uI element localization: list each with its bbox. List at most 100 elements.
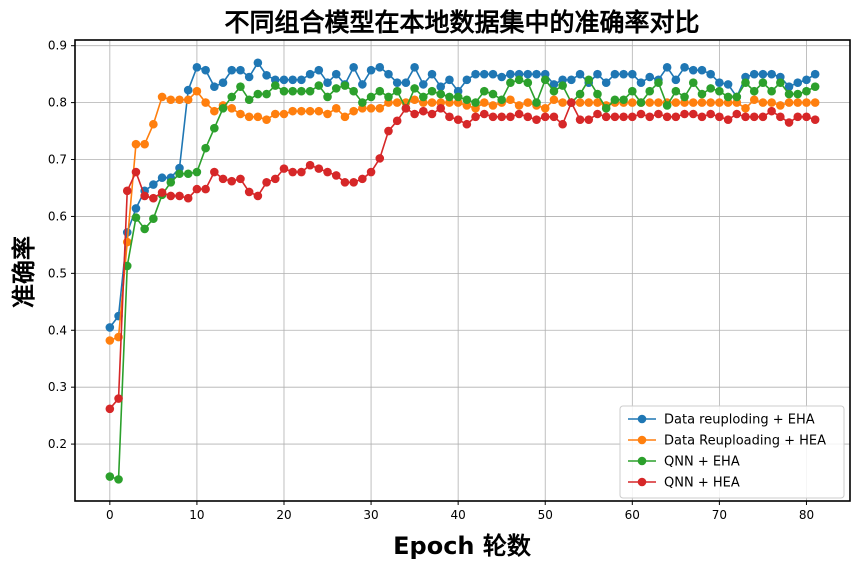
data-point <box>784 89 794 99</box>
x-tick-label: 70 <box>712 508 727 522</box>
x-tick-label: 50 <box>538 508 553 522</box>
legend-label: QNN + HEA <box>664 476 740 491</box>
data-point <box>584 98 594 107</box>
data-point <box>183 193 193 203</box>
data-point <box>262 177 271 187</box>
data-point <box>392 116 402 126</box>
data-point <box>253 89 263 99</box>
data-point <box>366 167 376 177</box>
legend-item: Data Reuploading + HEA <box>628 434 826 449</box>
data-point <box>331 171 341 180</box>
data-point <box>166 95 176 105</box>
data-point <box>314 81 324 90</box>
data-point <box>636 78 646 87</box>
data-point <box>514 101 524 110</box>
data-point <box>671 75 681 85</box>
legend-marker <box>637 435 647 445</box>
data-point <box>201 98 210 107</box>
data-point <box>488 101 498 110</box>
data-point <box>723 115 733 124</box>
data-point <box>802 98 811 107</box>
data-point <box>497 95 506 105</box>
legend-marker <box>637 477 647 487</box>
data-point <box>401 78 411 87</box>
data-point <box>358 80 367 89</box>
data-point <box>506 112 515 122</box>
data-point <box>575 115 585 124</box>
legend-item: QNN + HEA <box>628 476 740 491</box>
data-point <box>236 109 245 119</box>
data-point <box>210 106 219 116</box>
data-point <box>392 78 402 87</box>
data-point <box>297 167 306 177</box>
data-point <box>697 98 707 107</box>
data-point <box>236 174 245 184</box>
data-point <box>210 82 219 91</box>
data-point <box>349 177 358 187</box>
y-tick-label: 0.2 <box>48 437 67 451</box>
data-point <box>567 98 576 107</box>
data-point <box>540 104 550 113</box>
data-point <box>645 72 655 82</box>
data-point <box>453 92 463 102</box>
data-point <box>628 98 637 107</box>
data-point <box>776 112 785 122</box>
data-point <box>114 475 123 484</box>
data-point <box>140 139 149 149</box>
data-point <box>297 86 306 96</box>
data-point <box>419 92 428 102</box>
data-point <box>305 69 315 79</box>
data-point <box>654 109 663 119</box>
data-point <box>323 167 332 177</box>
data-point <box>749 69 759 79</box>
data-point <box>227 104 237 113</box>
legend-item: Data reuploding + EHA <box>628 413 815 428</box>
data-point <box>462 119 472 129</box>
data-point <box>236 82 245 91</box>
series-4 <box>105 98 820 414</box>
data-point <box>697 65 707 75</box>
data-point <box>105 472 115 481</box>
data-point <box>236 65 245 75</box>
y-tick-label: 0.6 <box>48 209 67 223</box>
data-point <box>593 109 602 119</box>
data-point <box>619 112 628 122</box>
data-point <box>227 176 237 186</box>
data-point <box>549 80 559 89</box>
data-point <box>662 112 672 122</box>
data-point <box>166 177 176 187</box>
data-point <box>619 69 628 79</box>
data-point <box>479 109 489 119</box>
data-point <box>758 98 768 107</box>
data-point <box>131 204 141 213</box>
data-point <box>610 95 620 105</box>
data-point <box>662 63 672 72</box>
data-point <box>105 404 115 414</box>
data-point <box>175 191 184 201</box>
data-point <box>523 78 533 87</box>
data-point <box>758 112 768 122</box>
data-point <box>593 89 602 99</box>
data-point <box>262 115 271 124</box>
data-point <box>706 84 715 93</box>
data-point <box>183 169 193 179</box>
data-point <box>453 115 463 124</box>
data-point <box>358 98 367 107</box>
data-point <box>244 95 254 105</box>
data-point <box>114 394 123 403</box>
data-point <box>514 109 524 119</box>
data-point <box>392 86 402 96</box>
y-tick-label: 0.7 <box>48 153 67 167</box>
data-point <box>732 92 742 102</box>
y-tick-label: 0.5 <box>48 266 67 280</box>
data-point <box>706 98 715 107</box>
data-point <box>210 123 219 133</box>
data-point <box>601 112 611 122</box>
data-point <box>715 78 724 87</box>
data-point <box>166 191 176 201</box>
data-point <box>506 95 515 105</box>
data-point <box>140 224 149 234</box>
data-point <box>445 112 454 122</box>
series-line <box>109 100 816 410</box>
